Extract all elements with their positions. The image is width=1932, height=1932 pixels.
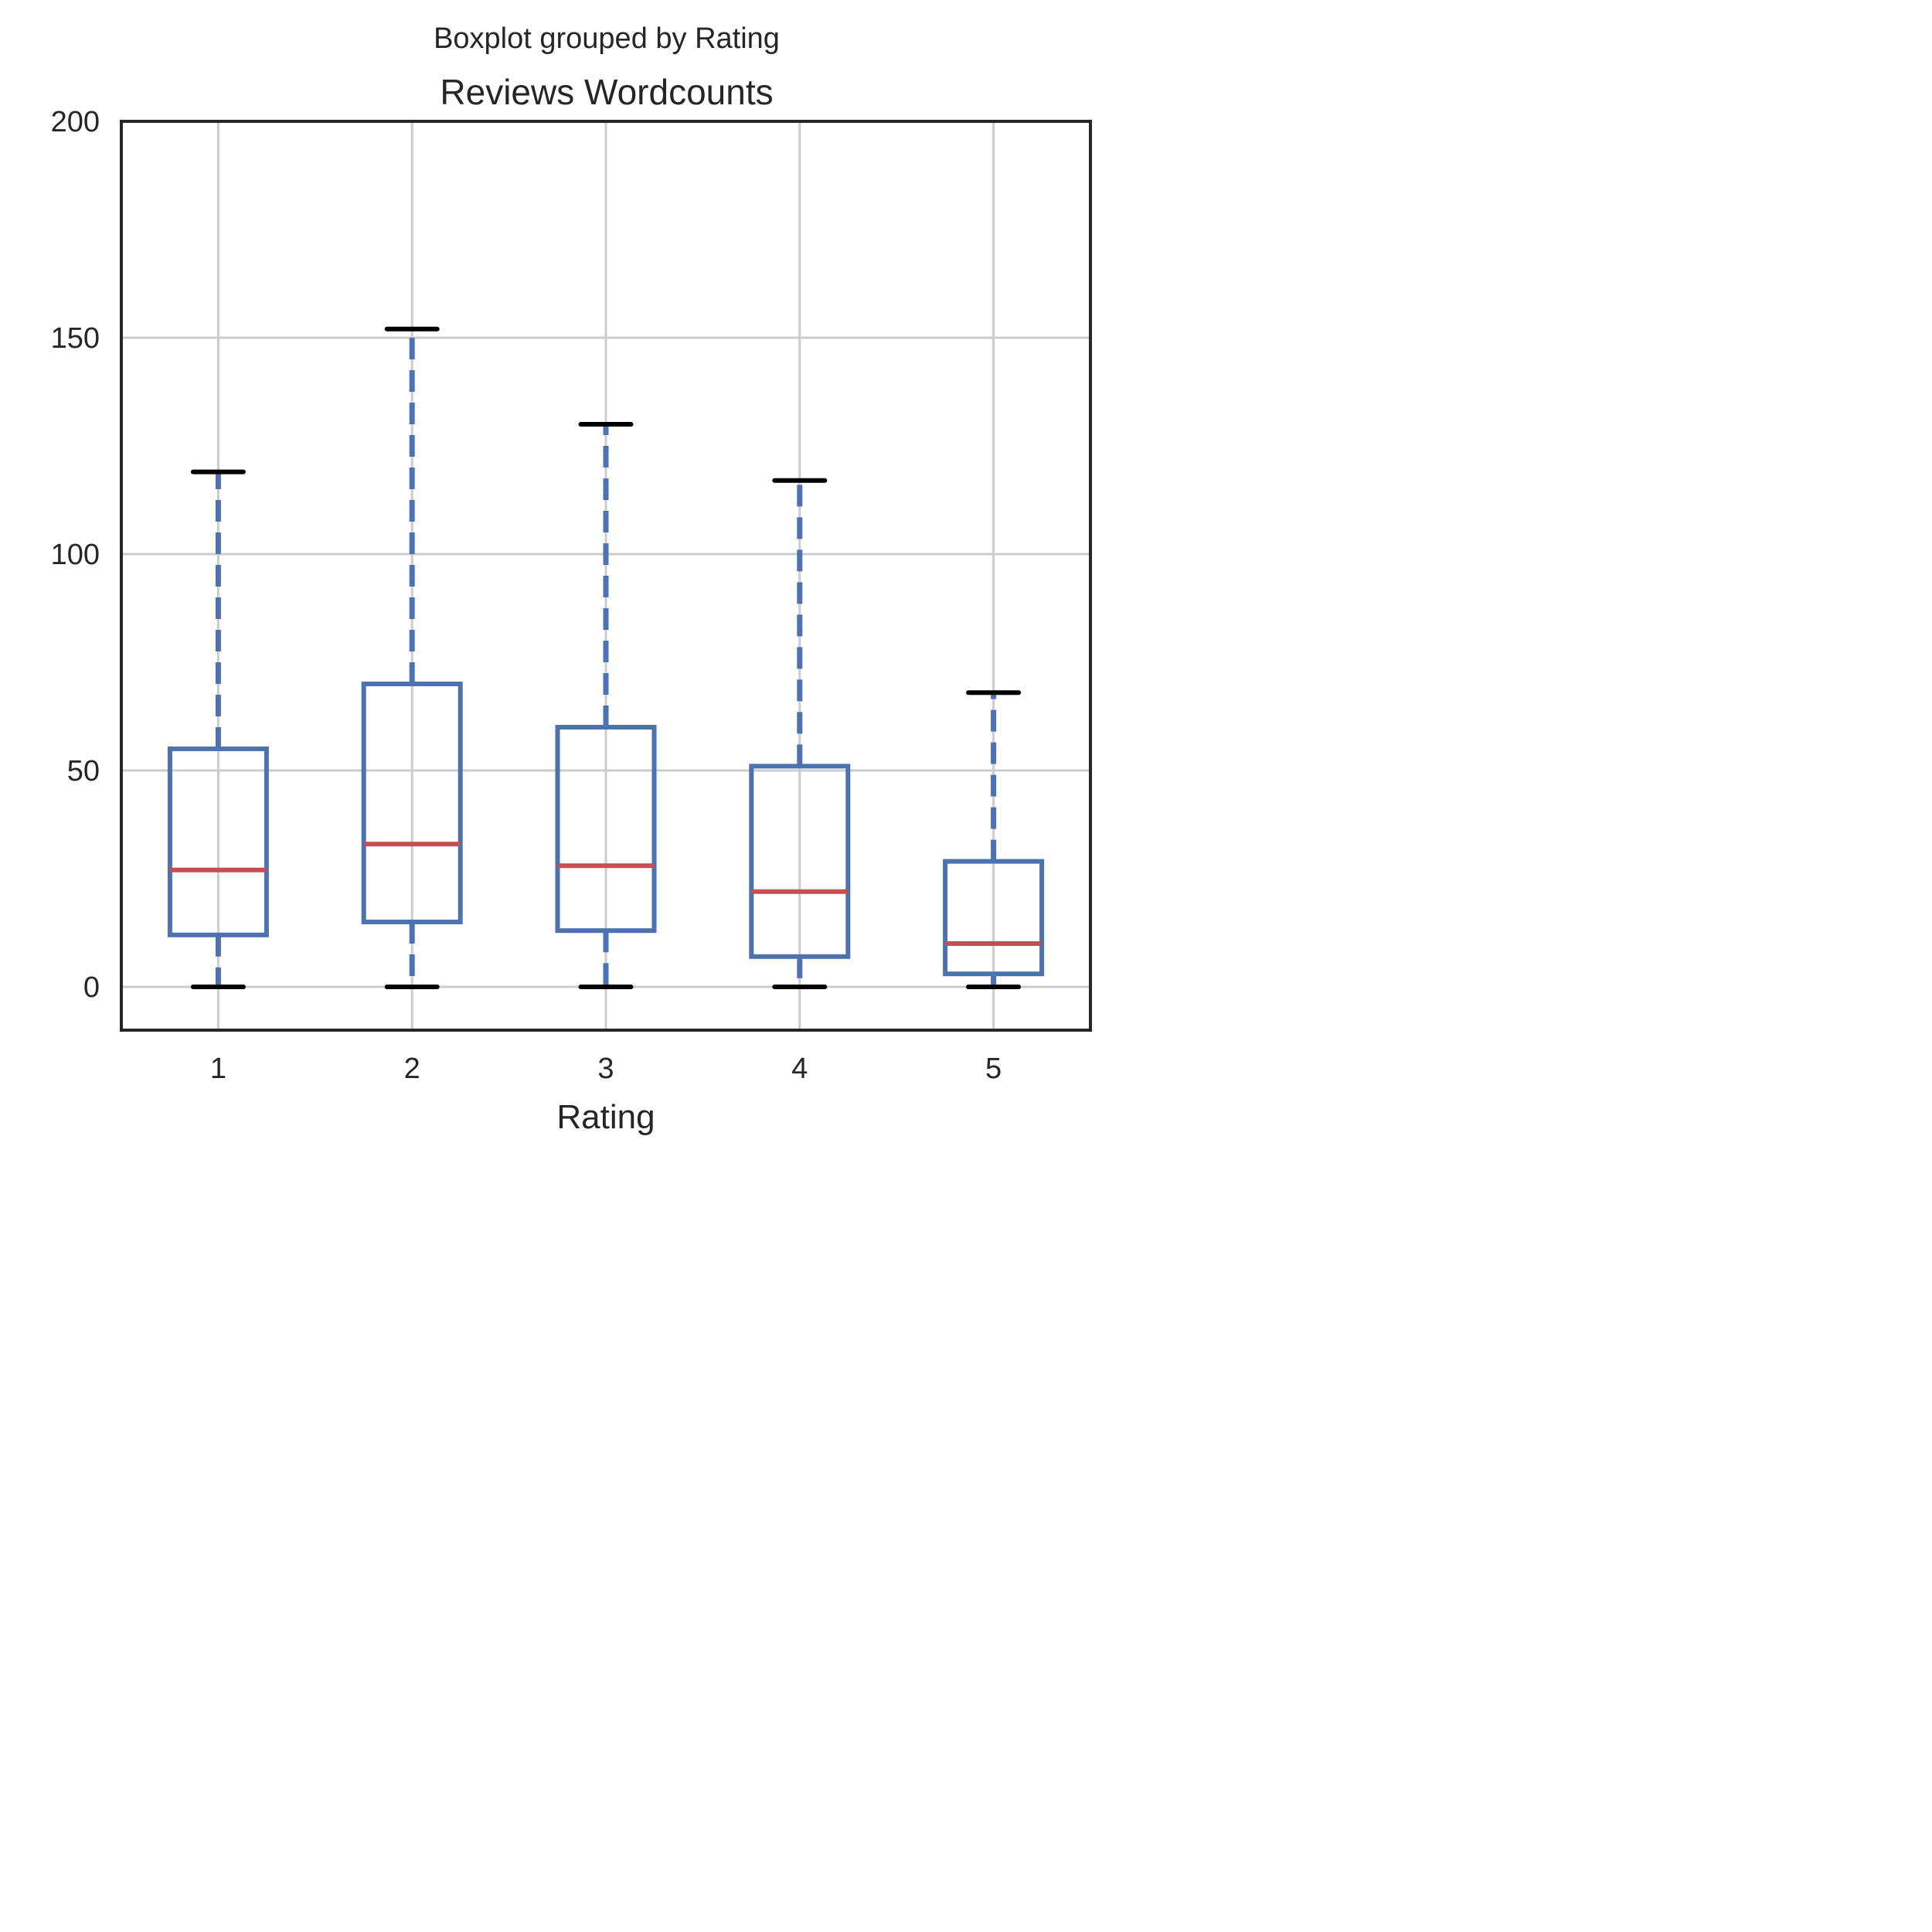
boxes [167,326,1045,989]
iqr-box [555,725,657,934]
x-tick-labels: 1 2 3 4 5 [210,1053,1002,1085]
box-group-1 [167,469,269,989]
y-tick-labels: 0 50 100 150 200 [51,106,100,1004]
iqr-box [361,682,463,924]
x-tick-label: 5 [985,1053,1002,1085]
boxplot-chart: Boxplot grouped by Rating Reviews Wordco… [51,22,1092,1136]
x-tick-label: 3 [597,1053,614,1085]
iqr-box [167,747,269,937]
chart-suptitle: Boxplot grouped by Rating [434,22,780,55]
x-axis-label: Rating [556,1098,655,1136]
box-group-2 [361,326,463,989]
iqr-box [749,764,851,959]
y-tick-label: 200 [51,106,100,138]
box-group-4 [749,478,851,989]
plot-frame [120,120,1092,1032]
y-tick-label: 100 [51,539,100,571]
iqr-box [943,859,1045,977]
box-group-3 [555,422,657,989]
y-tick-label: 0 [83,971,100,1004]
y-tick-label: 150 [51,322,100,355]
chart-title: Reviews Wordcounts [440,72,773,112]
x-tick-label: 1 [210,1053,226,1085]
x-tick-label: 2 [404,1053,420,1085]
box-group-5 [943,690,1045,989]
x-tick-label: 4 [791,1053,808,1085]
y-tick-label: 50 [67,755,100,787]
